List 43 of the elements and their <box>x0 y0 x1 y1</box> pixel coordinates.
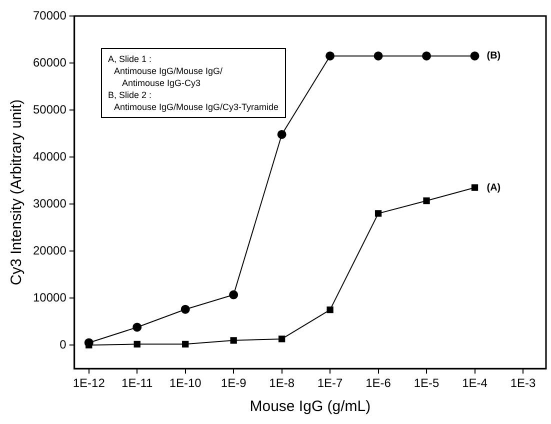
x-tick-label: 1E-6 <box>366 376 392 390</box>
series-label: (B) <box>486 50 501 62</box>
x-tick-label: 1E-8 <box>269 376 295 390</box>
point <box>229 290 238 300</box>
point <box>471 184 478 191</box>
point <box>470 51 480 60</box>
point <box>326 51 335 60</box>
y-tick-label: 70000 <box>32 8 67 22</box>
point <box>277 130 286 139</box>
annotation: Antimouse IgG/Mouse IgG/Cy3-Tyramide <box>113 101 279 113</box>
point <box>326 306 334 314</box>
series-label: (A) <box>486 182 501 194</box>
point <box>182 340 189 348</box>
x-tick-label: 1E-12 <box>72 376 106 390</box>
x-tick-label: 1E-4 <box>462 376 488 390</box>
x-tick-label: 1E-5 <box>414 376 440 390</box>
point <box>180 304 190 314</box>
x-axis-title: Mouse IgG (g/mL) <box>250 398 371 416</box>
annotation: Antimouse IgG-Cy3 <box>121 77 202 89</box>
x-tick-label: 1E-10 <box>169 376 202 390</box>
point <box>132 322 142 332</box>
point <box>230 337 237 344</box>
y-tick-label: 20000 <box>32 243 67 258</box>
x-tick-label: 1E-11 <box>122 376 154 390</box>
y-tick-label: 50000 <box>32 102 67 116</box>
y-tick-label: 60000 <box>32 55 67 70</box>
annotation: A, Slide 1 : <box>108 53 153 65</box>
point <box>374 51 383 60</box>
point <box>278 336 286 342</box>
point <box>422 51 432 60</box>
annotation: B, Slide 2 : <box>108 89 153 101</box>
y-tick-label: 40000 <box>32 149 67 164</box>
y-axis-title: Cy3 Intensity (Arbitrary unit) <box>8 99 26 286</box>
x-tick-label: 1E-7 <box>317 376 344 390</box>
point <box>423 197 430 204</box>
x-tick-label: 1E-9 <box>220 376 247 390</box>
y-tick-label: 0 <box>60 337 67 352</box>
y-tick-label: 30000 <box>32 196 67 210</box>
x-tick-label: 1E-3 <box>510 376 536 390</box>
point <box>374 210 382 217</box>
annotation: Antimouse IgG/Mouse IgG/ <box>113 65 224 77</box>
y-tick-label: 10000 <box>32 290 67 304</box>
point <box>134 340 140 348</box>
